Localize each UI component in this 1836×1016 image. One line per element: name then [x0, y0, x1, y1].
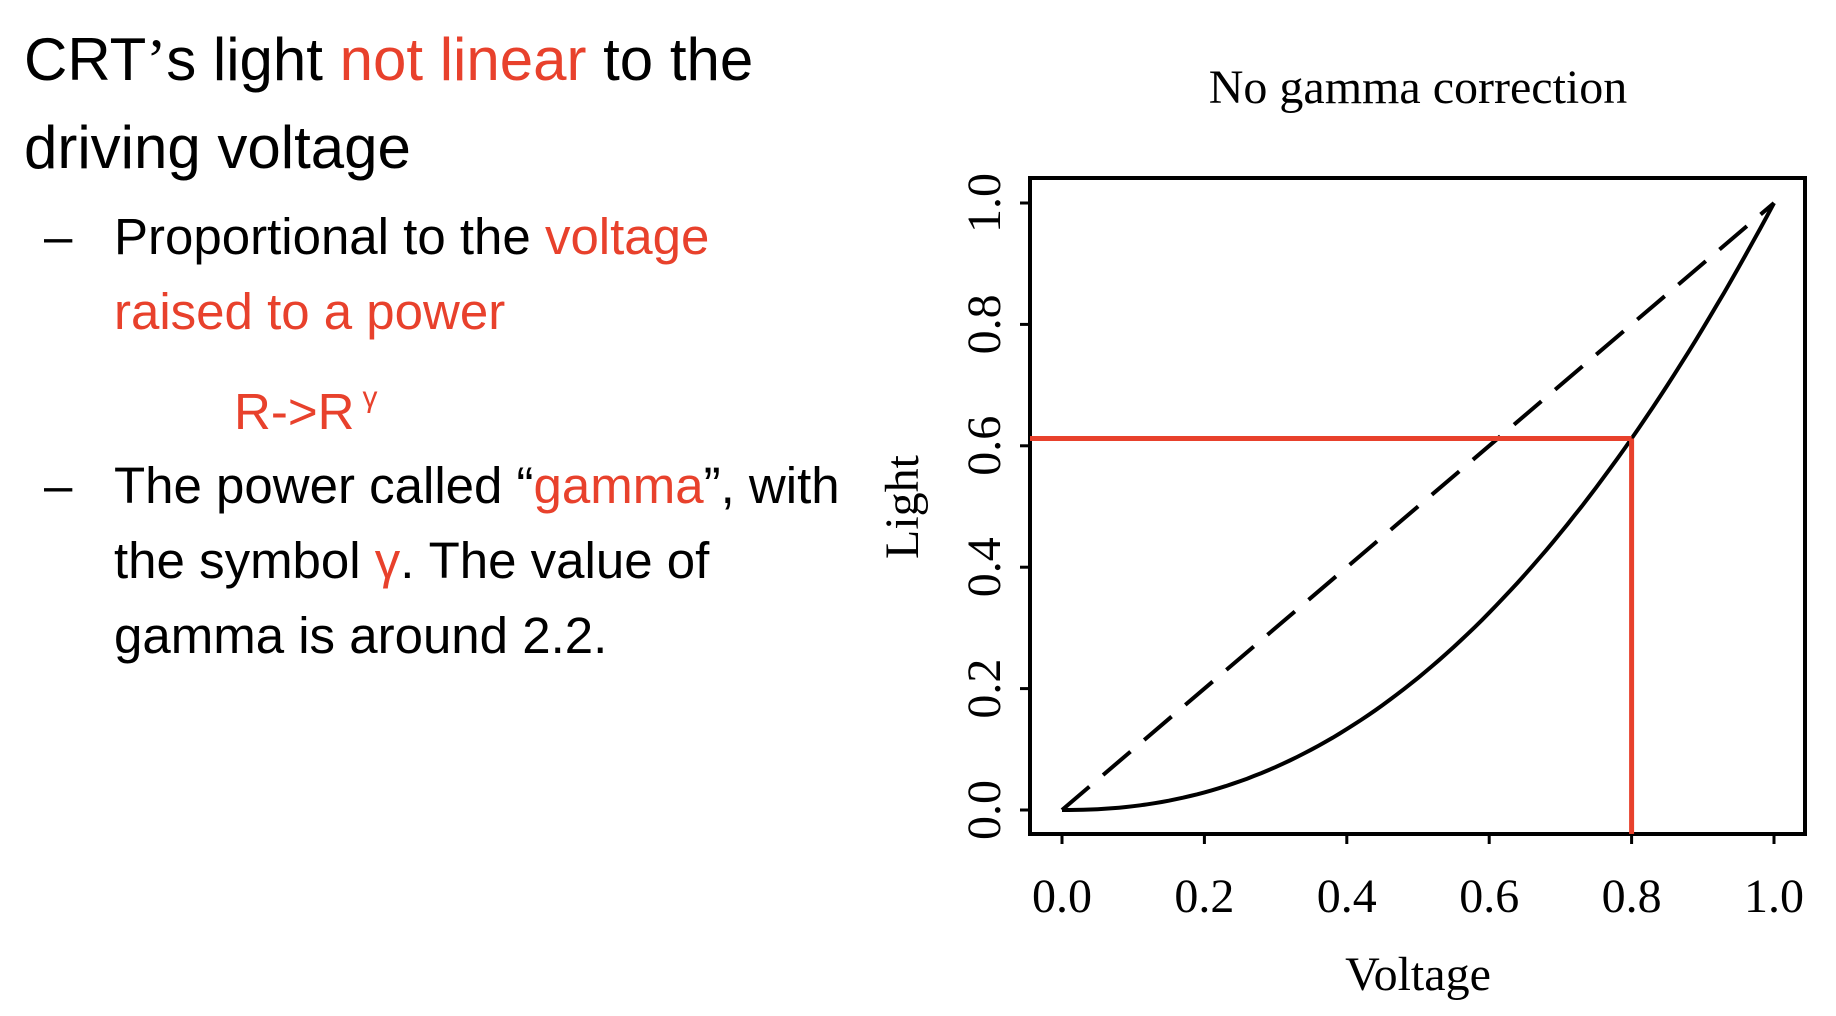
bullet-gamma: – The power called “gamma”, with the sym…	[44, 448, 844, 748]
plot-frame	[1028, 176, 1807, 836]
x-axis: 0.0 0.2 0.4 0.6 0.8 1.0	[1032, 834, 1804, 923]
y-tick-label: 1.0	[958, 173, 1011, 233]
bullet2-part2: ”, with the symbol	[114, 457, 840, 589]
gamma-formula: R->R γ	[234, 368, 377, 442]
y-tick-label: 0.6	[958, 416, 1011, 476]
y-tick-label: 0.8	[958, 294, 1011, 354]
bullet-dash: –	[44, 457, 73, 514]
x-tick-label: 0.8	[1602, 870, 1662, 923]
y-tick-label: 0.2	[958, 659, 1011, 719]
bullet-text: The power called “gamma”, with the symbo…	[114, 448, 844, 673]
heading-part1: CRT	[24, 26, 147, 93]
linear-reference-line	[1060, 201, 1776, 812]
y-axis: 0.0 0.2 0.4 0.6 0.8 1.0	[958, 173, 1030, 840]
heading-part2: s light	[166, 26, 340, 93]
bullet-dash: –	[44, 208, 73, 265]
x-tick-label: 0.6	[1459, 870, 1519, 923]
heading-apostrophe: ’	[146, 27, 167, 93]
series-group	[1060, 201, 1776, 812]
bullet2-highlight2: γ	[374, 532, 401, 589]
y-axis-label: Light	[876, 454, 929, 559]
gamma-curve-line	[1062, 202, 1776, 812]
x-tick-label: 1.0	[1744, 870, 1804, 923]
heading-part3: to the driving voltage	[24, 26, 754, 181]
y-tick-label: 0.4	[958, 537, 1011, 597]
heading-highlight: not linear	[339, 26, 587, 93]
x-tick-label: 0.0	[1032, 870, 1092, 923]
bullet1-part1: Proportional to the	[114, 208, 545, 265]
y-tick-label: 0.0	[958, 780, 1011, 840]
bullet2-highlight1: gamma	[533, 457, 704, 514]
bullet2-part1: The power called “	[114, 457, 534, 514]
x-axis-label: Voltage	[1345, 948, 1491, 1001]
bullet2-part3: . The value of gamma is around 2.2.	[114, 532, 710, 664]
formula-base: R->R	[234, 383, 355, 440]
x-tick-label: 0.2	[1174, 870, 1234, 923]
annotation-group	[1030, 436, 1635, 834]
formula-exponent: γ	[362, 381, 378, 414]
bullet-proportional: – Proportional to the voltage raised to …	[44, 199, 844, 359]
x-tick-label: 0.4	[1317, 870, 1377, 923]
chart-title: No gamma correction	[1209, 61, 1628, 114]
bullet1-highlight: voltage raised to a power	[114, 208, 710, 340]
bullet-text: Proportional to the voltage raised to a …	[114, 199, 844, 349]
slide-heading: CRT’s light not linear to the driving vo…	[24, 16, 864, 192]
